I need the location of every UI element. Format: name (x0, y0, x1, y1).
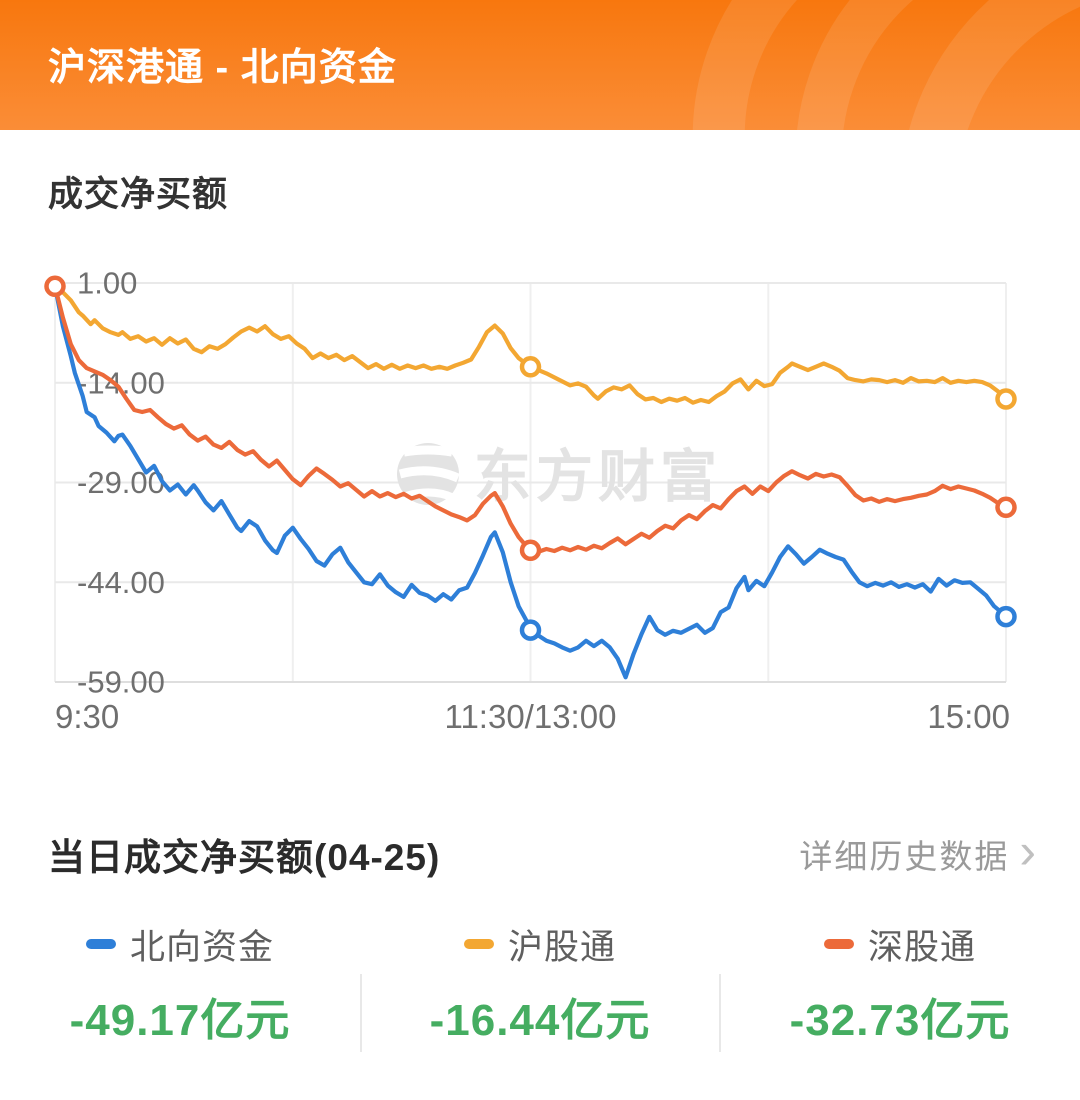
history-link[interactable]: 详细历史数据 › (799, 822, 1036, 879)
header-swirl-decoration (692, 0, 1080, 130)
marker-沪股通 (519, 356, 542, 378)
marker-深股通 (995, 496, 1017, 519)
chevron-right-icon: › (1019, 822, 1036, 879)
legend-row: 北向资金 -49.17亿元 沪股通 -16.44亿元 深股通 -32.73亿元 (0, 922, 1080, 1052)
legend-divider (719, 974, 721, 1052)
legend-item-sz-connect: 深股通 -32.73亿元 (720, 922, 1080, 1048)
marker-open (44, 275, 66, 298)
x-axis-labels: 9:30 11:30/13:00 15:00 (55, 698, 1010, 735)
northbound-line-icon (85, 939, 116, 949)
sz-connect-line-icon (823, 939, 854, 949)
summary-title: 当日成交净买额(04-25) (48, 837, 441, 878)
chart-title: 成交净买额 (48, 175, 229, 214)
legend-item-northbound: 北向资金 -49.17亿元 (0, 922, 360, 1048)
legend-label: 沪股通 (507, 927, 616, 967)
watermark-text: 东方财富 (474, 445, 722, 509)
y-tick-label: -44.00 (77, 565, 165, 600)
y-tick-label: 1.00 (77, 266, 137, 301)
page-header: 沪深港通 - 北向资金 (0, 0, 1080, 130)
marker-沪股通 (995, 388, 1017, 410)
page-title: 沪深港通 - 北向资金 (48, 47, 397, 89)
legend-label: 北向资金 (129, 927, 274, 967)
northbound-net-value: -49.17亿元 (69, 996, 291, 1045)
sz-connect-net-value: -32.73亿元 (789, 996, 1011, 1045)
legend-divider (360, 974, 362, 1052)
watermark: 东方财富 (397, 443, 722, 509)
legend-label: 深股通 (867, 927, 976, 967)
x-tick-label: 11:30/13:00 (445, 698, 617, 735)
history-link-label: 详细历史数据 (799, 838, 1010, 875)
marker-深股通 (519, 539, 542, 562)
x-tick-label: 9:30 (55, 698, 119, 735)
sh-connect-line-icon (463, 939, 494, 949)
x-tick-label: 15:00 (927, 698, 1010, 735)
series-line-北向资金 (52, 284, 1009, 680)
summary-row: 当日成交净买额(04-25) 详细历史数据 › (48, 822, 1036, 880)
sh-connect-net-value: -16.44亿元 (429, 996, 651, 1045)
y-gridlines (55, 282, 1006, 683)
marker-北向资金 (995, 605, 1017, 628)
legend-item-sh-connect: 沪股通 -16.44亿元 (360, 922, 720, 1048)
net-buy-line-chart: 1.00-14.00-29.00-44.00-59.009:30 11:30/13… (44, 266, 1017, 735)
y-tick-label: -59.00 (77, 665, 165, 700)
marker-北向资金 (519, 619, 542, 641)
y-axis-labels: 1.00-14.00-29.00-44.00-59.00 (77, 266, 165, 700)
